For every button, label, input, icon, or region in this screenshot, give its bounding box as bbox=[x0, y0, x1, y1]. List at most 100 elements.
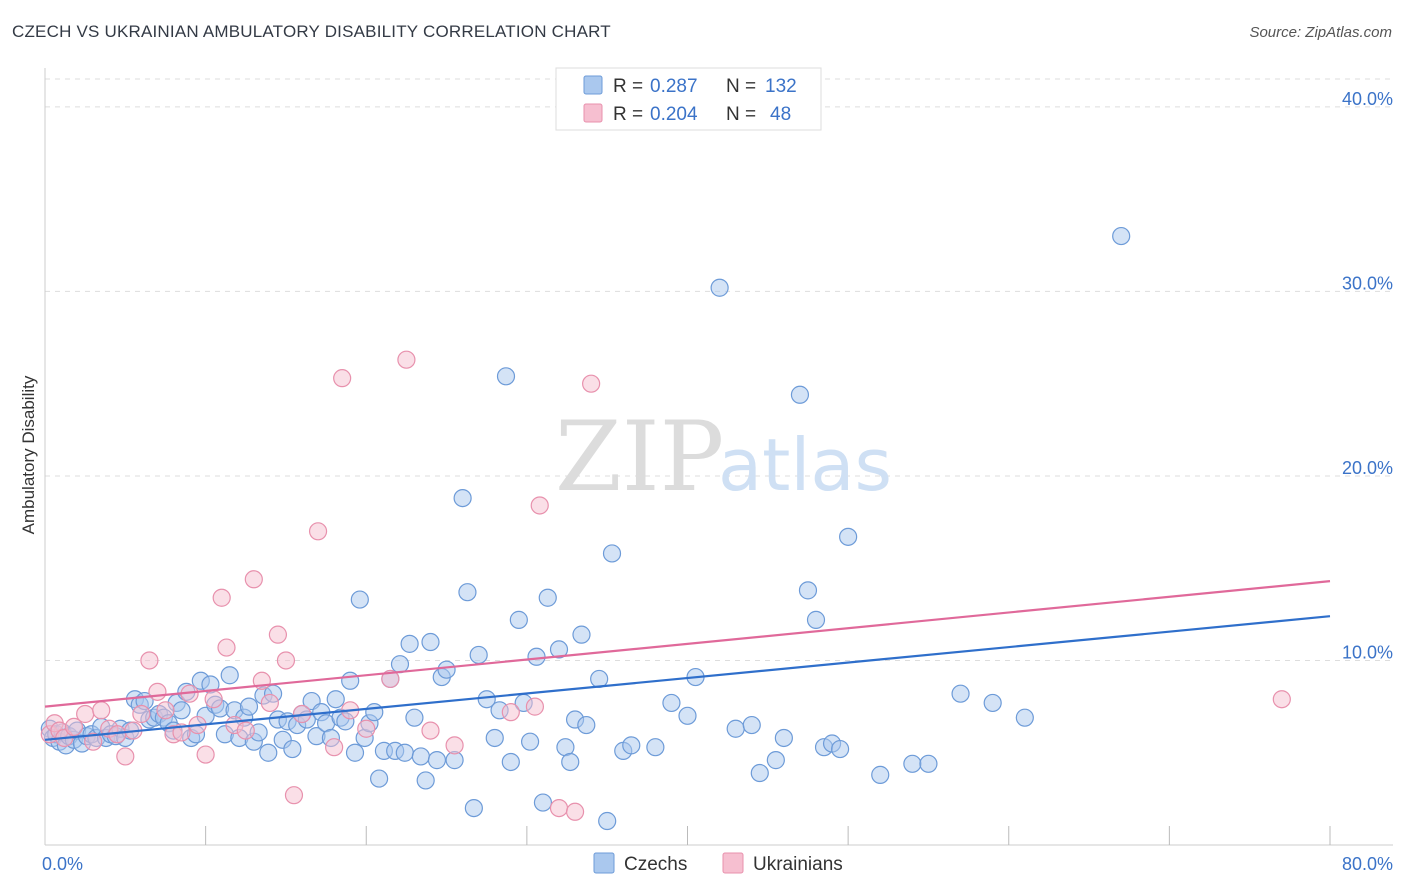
czech-point-109 bbox=[602, 544, 622, 563]
ukrainian-point-37 bbox=[357, 719, 376, 738]
ukrainian-point-48 bbox=[1272, 690, 1291, 709]
ukrainian-point-43 bbox=[525, 697, 545, 716]
ukrainian-point-29 bbox=[268, 625, 288, 644]
ukrainian-point-42 bbox=[501, 703, 520, 722]
czech-point-65 bbox=[341, 671, 360, 690]
watermark: ZIP atlas bbox=[555, 401, 892, 513]
legend-r-label-ukrainians: R = bbox=[613, 104, 643, 125]
ukrainian-point-22 bbox=[212, 588, 231, 607]
czech-point-86 bbox=[453, 488, 472, 508]
czech-point-30 bbox=[172, 701, 191, 720]
czech-point-82 bbox=[427, 751, 447, 770]
trend-lines bbox=[44, 580, 1331, 741]
czech-point-99 bbox=[533, 793, 553, 812]
ukrainian-point-39 bbox=[397, 350, 416, 369]
czech-point-130 bbox=[903, 754, 922, 773]
ukrainian-point-23 bbox=[217, 638, 236, 657]
czech-point-129 bbox=[871, 765, 890, 784]
czech-point-79 bbox=[411, 747, 430, 766]
y-tick-label-10: 10.0% bbox=[1342, 642, 1393, 662]
czech-point-89 bbox=[469, 645, 488, 665]
czech-point-106 bbox=[577, 715, 596, 735]
ukrainian-point-46 bbox=[565, 802, 585, 821]
czech-point-105 bbox=[572, 625, 591, 644]
czech-point-116 bbox=[710, 278, 729, 297]
ukrainian-point-38 bbox=[381, 669, 400, 689]
legend: R = 0.287 N = 132 R = 0.204 N = 48 bbox=[555, 67, 822, 131]
x-tick-label-start: 0.0% bbox=[42, 854, 83, 874]
source-label: Source: ZipAtlas.com bbox=[1249, 24, 1392, 41]
czech-point-97 bbox=[520, 732, 540, 751]
czech-point-120 bbox=[766, 751, 785, 770]
ukrainian-points bbox=[40, 350, 1291, 821]
czech-point-127 bbox=[830, 739, 850, 759]
legend-n-label-czechs: N = bbox=[726, 76, 756, 97]
trend-line-ukrainians bbox=[44, 580, 1331, 708]
legend-swatch-czechs bbox=[583, 75, 603, 95]
czech-point-87 bbox=[458, 583, 477, 602]
ukrainian-point-40 bbox=[421, 721, 440, 740]
watermark-atlas: atlas bbox=[718, 423, 892, 507]
czech-point-53 bbox=[283, 739, 302, 759]
ukrainian-point-41 bbox=[445, 736, 464, 755]
czech-point-101 bbox=[549, 640, 569, 659]
czech-point-100 bbox=[538, 588, 557, 607]
czech-point-113 bbox=[662, 693, 681, 713]
ukrainian-point-15 bbox=[156, 701, 175, 720]
bottom-legend-label-ukrainians: Ukrainians bbox=[753, 854, 843, 875]
czech-point-132 bbox=[951, 684, 970, 703]
czech-point-66 bbox=[345, 743, 365, 762]
legend-r-label-czechs: R = bbox=[613, 76, 643, 97]
ukrainian-point-21 bbox=[204, 690, 223, 709]
y-tick-label-30: 30.0% bbox=[1342, 273, 1393, 293]
legend-r-value-czechs: 0.287 bbox=[650, 76, 698, 97]
chart-title: CZECH VS UKRAINIAN AMBULATORY DISABILITY… bbox=[12, 22, 611, 41]
czech-point-98 bbox=[527, 647, 546, 666]
x-tick-label-end: 80.0% bbox=[1342, 854, 1393, 874]
y-axis-label: Ambulatory Disability bbox=[19, 375, 38, 534]
ukrainian-point-10 bbox=[116, 747, 135, 766]
czech-point-135 bbox=[1112, 226, 1131, 246]
czech-point-94 bbox=[501, 752, 520, 772]
ukrainian-point-28 bbox=[260, 693, 279, 713]
ukrainian-point-20 bbox=[196, 745, 215, 764]
czech-point-91 bbox=[485, 728, 504, 748]
czech-point-123 bbox=[798, 581, 818, 600]
czech-point-62 bbox=[326, 690, 345, 709]
czech-point-133 bbox=[983, 693, 1002, 713]
czech-point-75 bbox=[390, 655, 410, 674]
y-tick-label-20: 20.0% bbox=[1342, 458, 1393, 478]
ukrainian-point-5 bbox=[76, 704, 95, 724]
legend-n-value-ukrainians: 48 bbox=[770, 104, 791, 125]
czech-point-44 bbox=[239, 697, 259, 716]
czech-point-67 bbox=[350, 590, 369, 609]
czech-point-48 bbox=[259, 743, 278, 762]
ukrainian-point-26 bbox=[244, 570, 263, 589]
czech-point-112 bbox=[646, 738, 665, 757]
ukrainian-point-33 bbox=[308, 522, 328, 541]
ukrainian-point-4 bbox=[64, 717, 84, 737]
legend-n-value-czechs: 132 bbox=[765, 76, 797, 97]
czech-point-77 bbox=[400, 634, 419, 653]
watermark-zip: ZIP bbox=[555, 401, 724, 513]
ukrainian-point-13 bbox=[140, 651, 159, 670]
czech-point-70 bbox=[365, 703, 384, 722]
czech-point-108 bbox=[598, 811, 617, 831]
ukrainian-point-6 bbox=[84, 732, 103, 751]
ukrainian-point-47 bbox=[582, 374, 601, 393]
bottom-legend-label-czechs: Czechs bbox=[624, 854, 687, 875]
bottom-legend-swatch-ukrainians bbox=[722, 852, 744, 874]
legend-r-value-ukrainians: 0.204 bbox=[650, 104, 698, 125]
bottom-legend: Czechs Ukrainians bbox=[593, 852, 843, 875]
czech-point-121 bbox=[774, 728, 793, 748]
bottom-legend-swatch-czechs bbox=[593, 852, 615, 874]
czech-point-128 bbox=[839, 527, 858, 546]
czech-point-88 bbox=[464, 798, 483, 818]
czech-point-118 bbox=[742, 715, 761, 735]
czech-point-134 bbox=[1015, 708, 1034, 727]
czech-point-122 bbox=[790, 385, 810, 404]
ukrainian-point-14 bbox=[148, 682, 167, 701]
ukrainian-point-44 bbox=[530, 496, 549, 515]
czech-point-40 bbox=[220, 666, 239, 685]
czech-point-114 bbox=[678, 706, 697, 725]
